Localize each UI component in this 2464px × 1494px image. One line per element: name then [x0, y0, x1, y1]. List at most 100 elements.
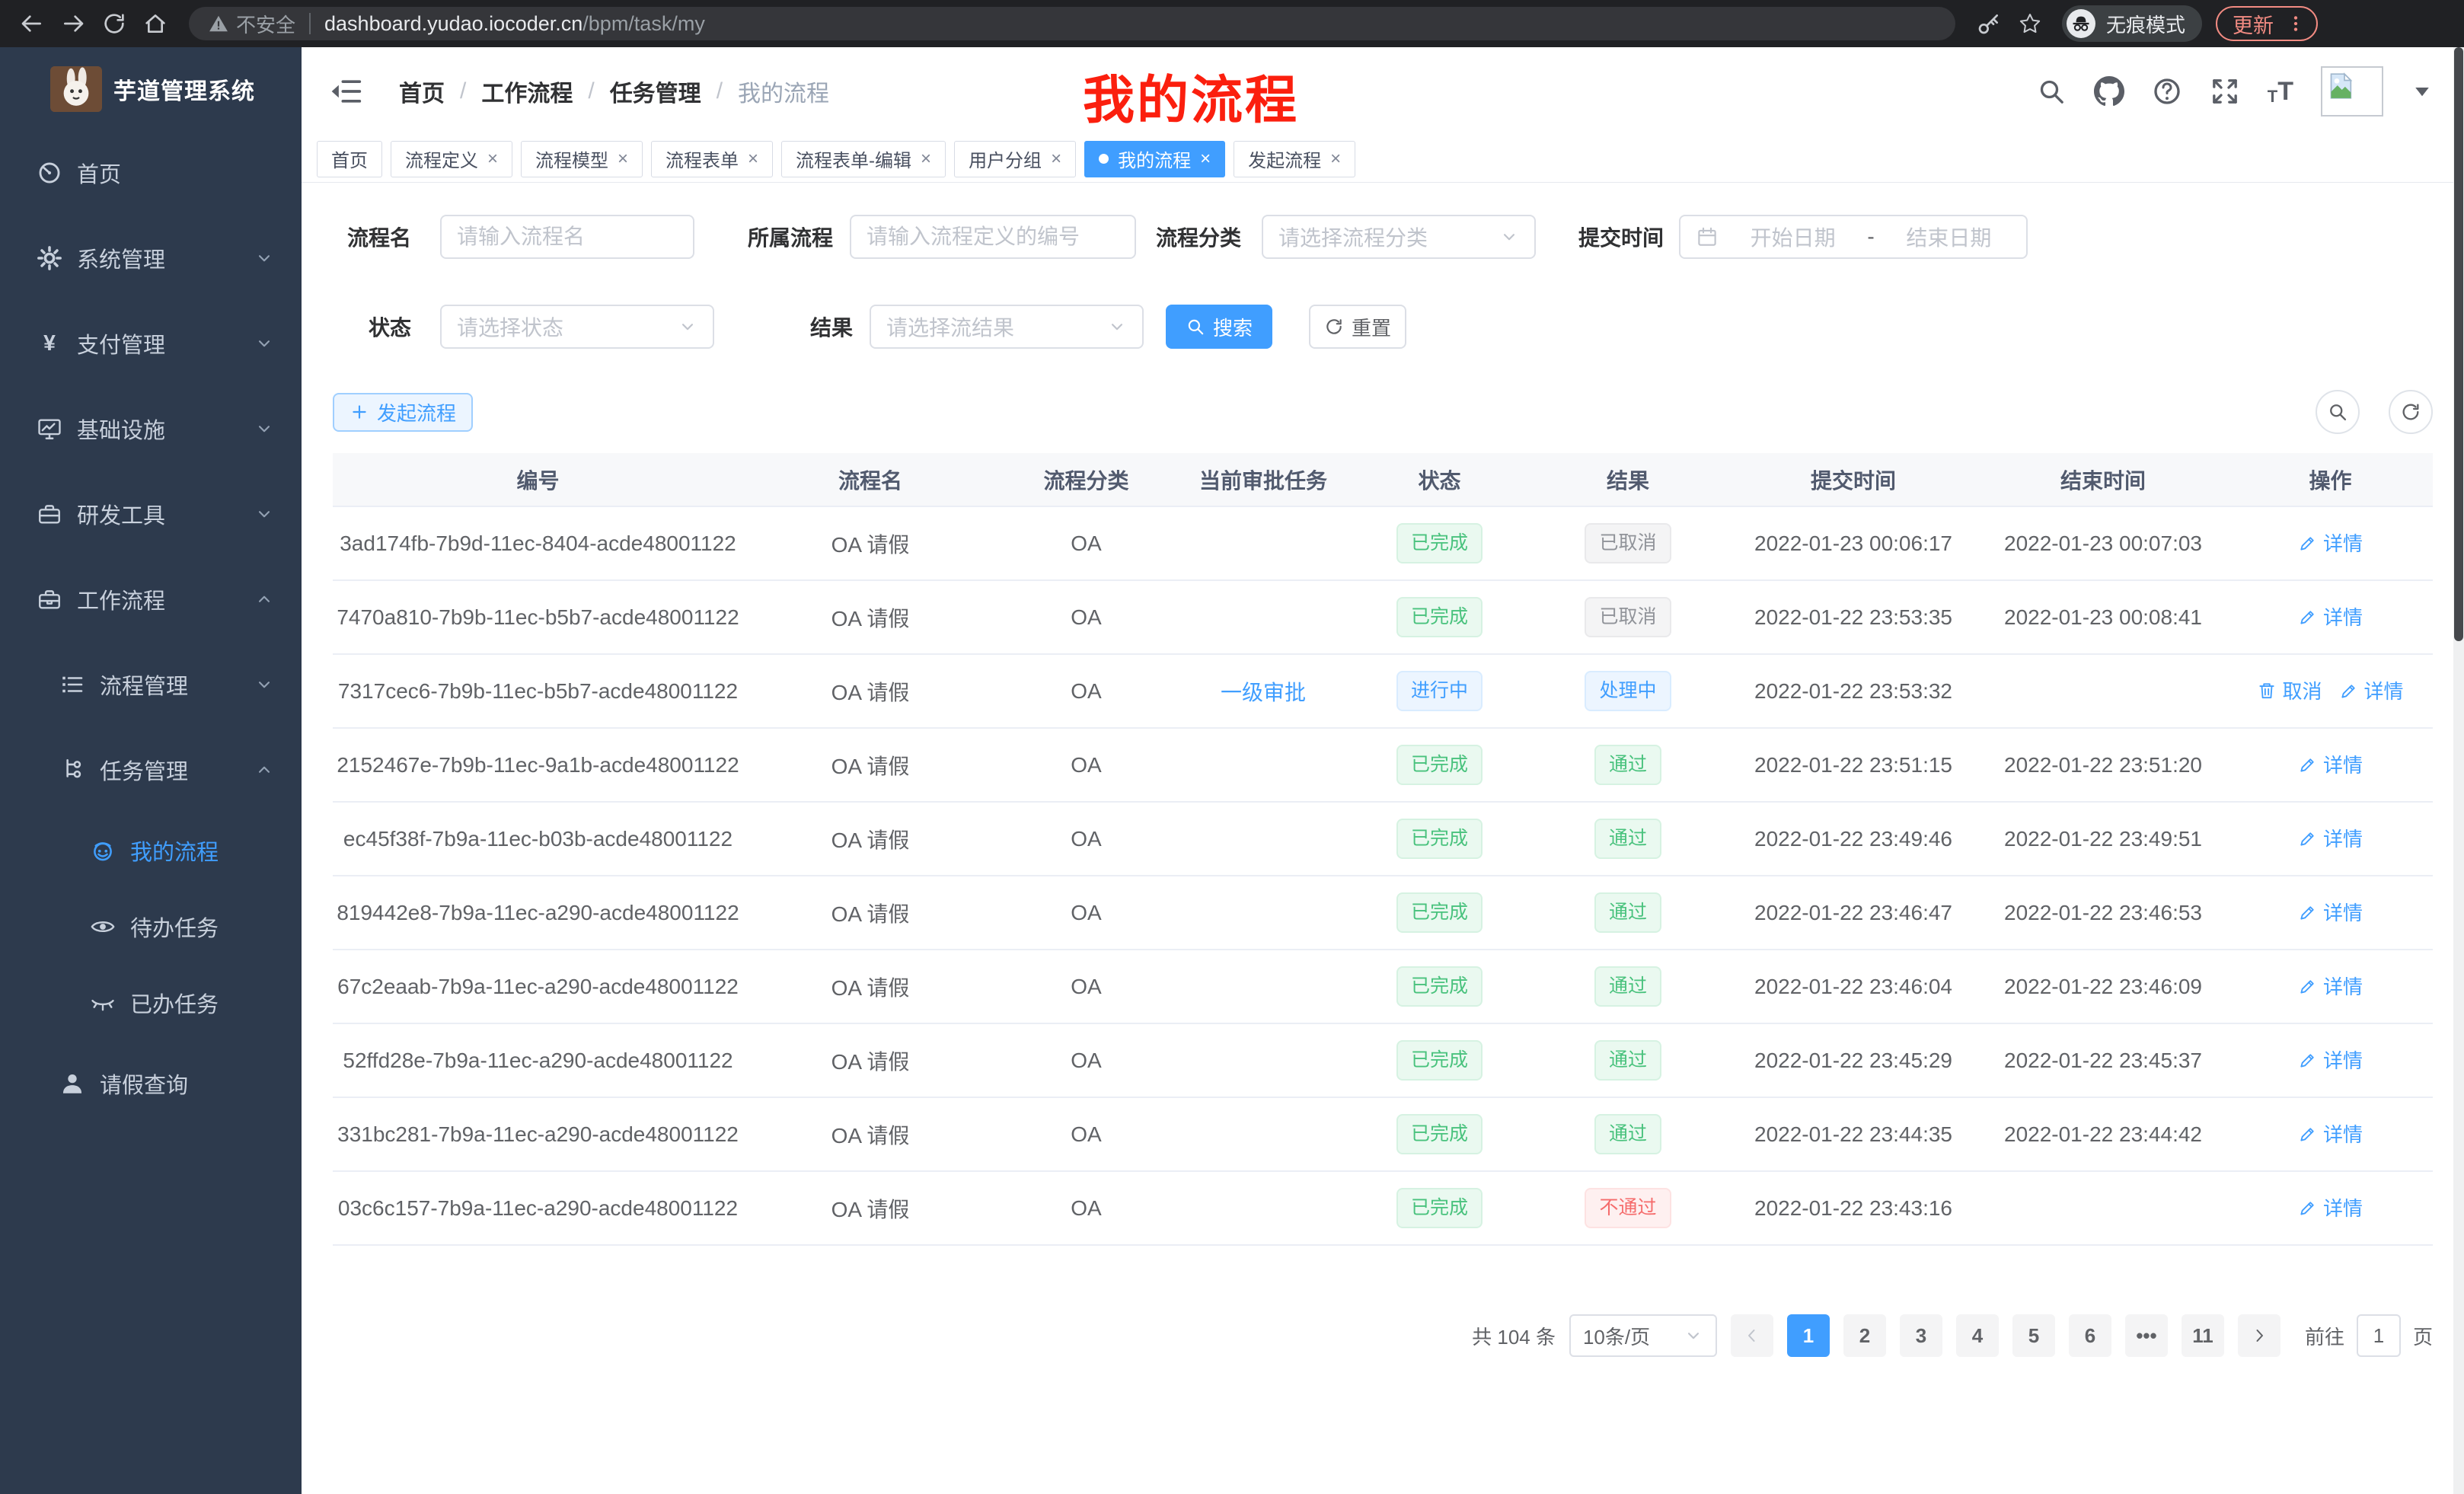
- refresh-icon: [2400, 401, 2421, 423]
- close-icon[interactable]: ×: [1330, 148, 1342, 169]
- filter-label-process: 所属流程: [747, 226, 833, 250]
- cell-name: OA 请假: [743, 728, 997, 803]
- caret-down-icon[interactable]: [2411, 80, 2434, 103]
- fullscreen-icon[interactable]: [2210, 76, 2240, 107]
- page-button[interactable]: 11: [2181, 1314, 2224, 1357]
- edit-icon: [2298, 533, 2318, 553]
- close-icon[interactable]: ×: [1200, 148, 1211, 169]
- breadcrumb-item[interactable]: 首页: [399, 81, 445, 107]
- reload-icon[interactable]: [96, 5, 132, 42]
- forward-icon[interactable]: [55, 5, 91, 42]
- end-date-placeholder[interactable]: 结束日期: [1906, 226, 1992, 250]
- breadcrumb-item[interactable]: 任务管理: [609, 81, 701, 107]
- detail-link[interactable]: 详情: [2298, 602, 2363, 630]
- sidebar-item[interactable]: 任务管理: [0, 727, 302, 812]
- sidebar-item[interactable]: 研发工具: [0, 471, 302, 557]
- page-button[interactable]: 4: [1955, 1314, 1999, 1357]
- more-pages-button[interactable]: •••: [2124, 1314, 2168, 1357]
- tab-item[interactable]: 流程模型 ×: [521, 140, 643, 177]
- process-name-input[interactable]: [440, 215, 694, 259]
- reset-button[interactable]: 重置: [1309, 305, 1407, 349]
- sidebar-item[interactable]: 系统管理: [0, 215, 302, 301]
- next-page-button[interactable]: [2237, 1314, 2280, 1357]
- sidebar-item[interactable]: 已办任务: [0, 965, 302, 1041]
- sidebar-item[interactable]: 待办任务: [0, 889, 302, 965]
- collapse-sidebar-icon[interactable]: [329, 75, 362, 108]
- table-row: ec45f38f-7b9a-11ec-b03b-acde48001122 OA 请…: [333, 802, 2433, 876]
- cell-end-time: 2022-01-22 23:51:20: [1978, 728, 2228, 803]
- home-icon[interactable]: [137, 5, 174, 42]
- page-size-select[interactable]: 10条/页: [1569, 1314, 1717, 1357]
- task-link[interactable]: 一级审批: [1220, 680, 1306, 704]
- result-select[interactable]: 请选择流结果: [870, 305, 1144, 349]
- sidebar-item[interactable]: ¥ 支付管理: [0, 301, 302, 386]
- detail-link[interactable]: 详情: [2298, 1193, 2363, 1221]
- github-icon[interactable]: [2093, 76, 2124, 107]
- cell-end-time: 2022-01-23 00:08:41: [1978, 580, 2228, 655]
- tab-item[interactable]: 用户分组 ×: [954, 140, 1077, 177]
- star-icon[interactable]: [2012, 5, 2048, 42]
- close-icon[interactable]: ×: [1051, 148, 1062, 169]
- breadcrumb-item[interactable]: 工作流程: [481, 81, 573, 107]
- search-button[interactable]: 搜索: [1166, 305, 1273, 349]
- status-select[interactable]: 请选择状态: [440, 305, 714, 349]
- page-button[interactable]: 2: [1843, 1314, 1886, 1357]
- page-button[interactable]: 3: [1899, 1314, 1942, 1357]
- create-process-button[interactable]: 发起流程: [333, 392, 474, 432]
- scrollbar-thumb[interactable]: [2454, 47, 2463, 641]
- sidebar-item[interactable]: 我的流程: [0, 812, 302, 889]
- cell-submit-time: 2022-01-23 00:06:17: [1728, 506, 1978, 581]
- detail-link[interactable]: 详情: [2298, 1045, 2363, 1074]
- tab-item[interactable]: 首页: [317, 140, 382, 177]
- sidebar-item[interactable]: 基础设施: [0, 386, 302, 471]
- avatar[interactable]: [2321, 66, 2383, 117]
- start-date-placeholder[interactable]: 开始日期: [1750, 226, 1836, 250]
- close-icon[interactable]: ×: [618, 148, 629, 169]
- refresh-table-button[interactable]: [2389, 390, 2433, 434]
- page-button[interactable]: 6: [2068, 1314, 2111, 1357]
- sidebar-item[interactable]: 请假查询: [0, 1041, 302, 1126]
- show-search-button[interactable]: [2316, 390, 2360, 434]
- process-def-field[interactable]: [867, 225, 1119, 249]
- detail-link[interactable]: 详情: [2298, 528, 2363, 557]
- tab-item[interactable]: 流程表单 ×: [651, 140, 774, 177]
- close-icon[interactable]: ×: [748, 148, 759, 169]
- security-warning[interactable]: 不安全: [209, 10, 295, 38]
- cancel-link[interactable]: 取消: [2257, 676, 2322, 704]
- category-select[interactable]: 请选择流程分类: [1262, 215, 1536, 259]
- close-icon[interactable]: ×: [921, 148, 932, 169]
- detail-link[interactable]: 详情: [2298, 824, 2363, 852]
- page-button[interactable]: 5: [2012, 1314, 2055, 1357]
- address-bar[interactable]: 不安全 dashboard.yudao.iocoder.cn/bpm/task/…: [189, 7, 1955, 40]
- tab-item[interactable]: 流程表单-编辑 ×: [781, 140, 946, 177]
- sidebar-item[interactable]: 首页: [0, 130, 302, 215]
- sidebar-item[interactable]: 工作流程: [0, 557, 302, 642]
- sidebar-item[interactable]: 流程管理: [0, 642, 302, 727]
- chevron-down-icon: [254, 504, 274, 524]
- process-name-field[interactable]: [457, 225, 678, 249]
- scrollbar-track[interactable]: [2453, 47, 2464, 1494]
- back-icon[interactable]: [14, 5, 50, 42]
- detail-link[interactable]: 详情: [2298, 972, 2363, 1000]
- logo-row[interactable]: 芋道管理系统: [0, 47, 302, 130]
- key-icon[interactable]: [1971, 5, 2007, 42]
- tab-label: 发起流程: [1248, 151, 1322, 171]
- browser-update-button[interactable]: 更新: [2216, 6, 2319, 41]
- search-icon[interactable]: [2036, 76, 2067, 107]
- page-button[interactable]: 1: [1786, 1314, 1830, 1357]
- close-icon[interactable]: ×: [487, 148, 499, 169]
- tab-item[interactable]: 发起流程 ×: [1234, 140, 1356, 177]
- help-icon[interactable]: [2152, 76, 2182, 107]
- detail-link[interactable]: 详情: [2298, 1119, 2363, 1148]
- tab-item[interactable]: 流程定义 ×: [391, 140, 513, 177]
- goto-page-input[interactable]: 1: [2356, 1314, 2401, 1357]
- detail-link[interactable]: 详情: [2298, 750, 2363, 778]
- detail-link[interactable]: 详情: [2298, 898, 2363, 926]
- kebab-menu-icon[interactable]: [2286, 14, 2306, 34]
- detail-link[interactable]: 详情: [2339, 676, 2404, 704]
- process-def-input[interactable]: [850, 215, 1136, 259]
- prev-page-button[interactable]: [1730, 1314, 1773, 1357]
- date-range-picker[interactable]: 开始日期 - 结束日期: [1679, 215, 2028, 259]
- tab-active[interactable]: 我的流程 ×: [1084, 140, 1226, 177]
